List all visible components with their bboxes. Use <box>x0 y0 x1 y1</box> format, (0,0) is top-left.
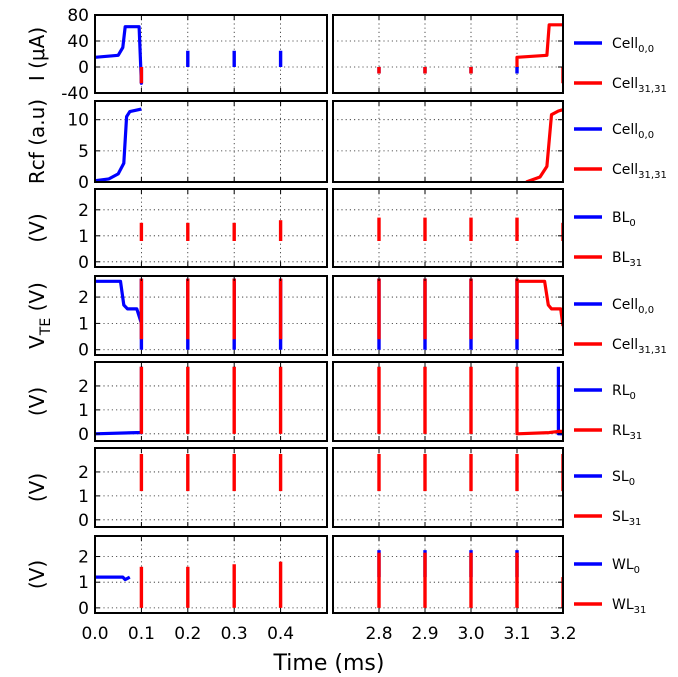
x-tick-label: 0.2 <box>174 624 201 644</box>
x-tick-label: 0.1 <box>128 624 155 644</box>
series-line <box>95 25 143 85</box>
panel-rl: 2 1 0 (V) RL0 RL31 <box>25 361 642 445</box>
legend-label: WL31 <box>612 597 646 616</box>
series-vte-0 <box>95 278 519 350</box>
series-current-0 <box>95 25 519 85</box>
axes-frame-left <box>94 361 328 442</box>
series-line <box>525 108 563 182</box>
axes-frame-right <box>332 535 564 614</box>
legend-label: RL0 <box>612 383 636 402</box>
x-axis: 0.0 0.1 0.2 0.3 0.4 2.8 2.9 3.0 3.1 3.2 Time (ms) <box>81 15 577 676</box>
y-tick-label: 1 <box>78 487 89 507</box>
x-tick-label: 2.9 <box>411 624 438 644</box>
y-tick-label: 2 <box>78 377 89 397</box>
grid <box>95 101 563 182</box>
series-line <box>95 278 143 325</box>
panel-sl: 2 1 0 (V) SL0 SL31 <box>25 447 641 531</box>
x-axis-label: Time (ms) <box>273 651 385 676</box>
series-line <box>515 366 563 436</box>
y-tick-label: 1 <box>78 227 89 247</box>
series-rcf-0 <box>95 107 142 182</box>
axes-frame-left <box>94 14 328 94</box>
legend-label: Cell31,31 <box>612 337 667 356</box>
y-axis-label: I (μA) <box>25 27 49 81</box>
y-tick-label: 2 <box>78 548 89 568</box>
y-tick-label: 40 <box>67 32 89 52</box>
y-axis-label: Rcf (a.u) <box>25 99 49 184</box>
series-line <box>515 278 563 327</box>
x-tick-label: 2.8 <box>365 624 392 644</box>
y-tick-label: 1 <box>78 401 89 421</box>
axes-frame-left <box>94 188 328 268</box>
y-axis-label: (V) <box>25 560 49 589</box>
legend-label: Cell0,0 <box>612 297 654 316</box>
axes-frame-right <box>332 275 564 356</box>
y-axis-label: (V) <box>25 387 49 416</box>
panel-wl: 2 1 0 (V) WL0 WL31 <box>25 535 646 619</box>
series-wl-1 <box>139 552 563 608</box>
series-line <box>95 107 142 182</box>
y-tick-label: 0 <box>78 173 89 193</box>
y-tick-label: 10 <box>67 111 89 131</box>
axes-frame-left <box>94 535 328 614</box>
x-tick-label: 0.3 <box>221 624 248 644</box>
legend-label: SL31 <box>612 509 641 528</box>
y-tick-label: 0 <box>78 599 89 619</box>
series-line <box>95 366 143 436</box>
axes-frame-left <box>94 100 328 183</box>
x-tick-label: 3.2 <box>549 624 576 644</box>
series-line <box>515 23 563 67</box>
panel-bl: 2 1 0 (V) BL0 BL31 <box>25 188 642 273</box>
y-axis-label: (V) <box>25 473 49 502</box>
series-sl-1 <box>139 453 563 492</box>
y-tick-label: 1 <box>78 314 89 334</box>
axes-frame-right <box>332 100 564 183</box>
y-tick-label: 1 <box>78 573 89 593</box>
series-vte-1 <box>139 278 563 340</box>
panel-vte: 2 1 0 VTE (V) Cell0,0 Cell31,31 <box>25 275 667 361</box>
series-current-1 <box>139 23 563 84</box>
axes-frame-right <box>332 14 564 94</box>
panel-current: 80 40 0 -40 I (μA) Cell0,0 Cell31,31 <box>25 6 667 104</box>
y-tick-label: 0 <box>78 511 89 531</box>
y-tick-label: 80 <box>67 6 89 26</box>
legend-label: Cell31,31 <box>612 76 667 95</box>
y-axis-label: (V) <box>25 213 49 242</box>
axes-frame-right <box>332 361 564 442</box>
series-line <box>95 575 131 582</box>
axes-frame-right <box>332 447 564 528</box>
legend-label: WL0 <box>612 557 640 576</box>
y-tick-label: 2 <box>78 463 89 483</box>
x-tick-label: 0.4 <box>267 624 294 644</box>
y-tick-label: 2 <box>78 201 89 221</box>
y-tick-label: 0 <box>78 425 89 445</box>
y-tick-label: -40 <box>61 84 89 104</box>
legend-label: Cell0,0 <box>612 36 654 55</box>
y-tick-label: 0 <box>78 253 89 273</box>
legend-label: SL0 <box>612 469 635 488</box>
legend-label: Cell31,31 <box>612 162 667 181</box>
legend-label: RL31 <box>612 423 642 442</box>
y-tick-label: 5 <box>78 142 89 162</box>
y-axis-label: VTE (V) <box>25 282 54 349</box>
series-rl-1 <box>139 366 563 436</box>
legend-label: BL31 <box>612 250 642 269</box>
y-tick-label: 0 <box>78 341 89 361</box>
legend-label: Cell0,0 <box>612 122 654 141</box>
series-wl-0 <box>95 550 519 582</box>
axes-frame-right <box>332 188 564 268</box>
panel-rcf: 10 5 0 Rcf (a.u) Cell0,0 Cell31,31 <box>25 99 667 193</box>
legend-label: BL0 <box>612 210 636 229</box>
x-tick-label: 3.0 <box>457 624 484 644</box>
x-tick-label: 0.0 <box>81 624 108 644</box>
y-tick-label: 0 <box>78 58 89 78</box>
series-bl-1 <box>139 217 563 241</box>
series-rcf-1 <box>525 108 563 182</box>
axes-frame-left <box>94 275 328 356</box>
axes-frame-left <box>94 447 328 528</box>
x-tick-label: 3.1 <box>503 624 530 644</box>
y-tick-label: 2 <box>78 288 89 308</box>
